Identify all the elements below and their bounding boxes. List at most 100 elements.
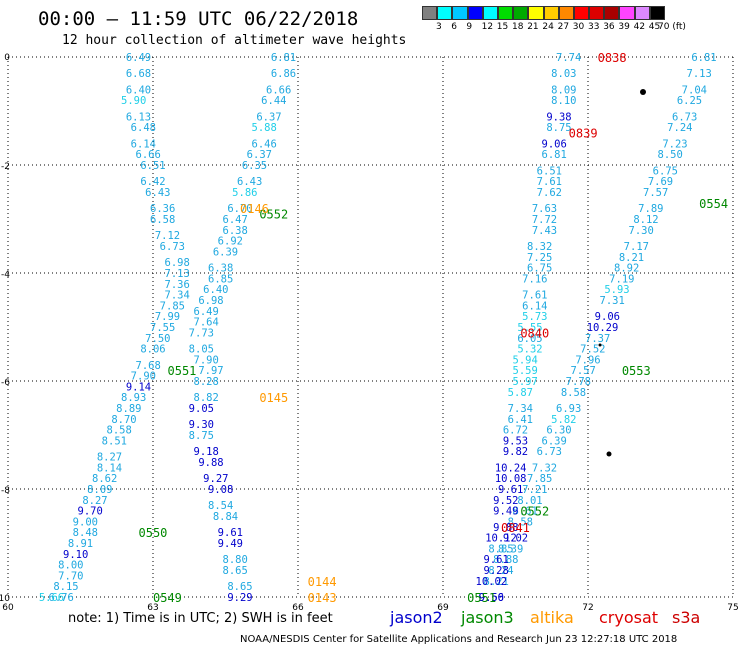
chart-title: 00:00 – 11:59 UTC 06/22/2018 xyxy=(38,8,359,30)
data-point-value: 7.61 xyxy=(522,290,547,302)
track-time-label: 0552 xyxy=(259,208,288,222)
data-point-value: 9.88 xyxy=(198,457,223,469)
data-point-value: 9.70 xyxy=(78,506,103,518)
track-time-label: 0553 xyxy=(622,364,651,378)
data-point-value: 8.51 xyxy=(102,435,127,447)
data-point-value: 9.56 xyxy=(479,592,504,604)
data-point-value: 5.32 xyxy=(517,344,542,356)
data-point-value: 9.29 xyxy=(227,592,252,604)
data-point-value: 9.14 xyxy=(126,381,151,393)
data-point-value: 7.55 xyxy=(150,322,175,334)
data-point-value: 8.03 xyxy=(551,68,576,80)
data-point-value: 8.09 xyxy=(87,484,112,496)
data-point-value: 7.32 xyxy=(532,462,557,474)
data-point-value: 8.70 xyxy=(111,414,136,426)
data-point-value: 9.05 xyxy=(189,403,214,415)
color-scale-cell xyxy=(619,6,635,20)
data-point-value: 8.21 xyxy=(619,252,644,264)
pass-time-label: 0146 xyxy=(240,202,269,216)
legend-entry-s3a: s3a xyxy=(672,608,701,627)
data-point-value: 6.75 xyxy=(653,165,678,177)
data-point-value: 8.15 xyxy=(53,581,78,593)
island-mark xyxy=(598,343,602,347)
data-point-value: 6.76 xyxy=(49,592,74,604)
data-point-value: 6.40 xyxy=(126,84,151,96)
data-point-value: 6.41 xyxy=(508,414,533,426)
pass-time-label: 0144 xyxy=(308,575,337,589)
data-point-value: 7.78 xyxy=(566,376,591,388)
data-point-value: 6.30 xyxy=(546,425,571,437)
data-point-value: 6.43 xyxy=(237,176,262,188)
data-point-value: 7.25 xyxy=(527,252,552,264)
data-point-value: 7.23 xyxy=(662,138,687,150)
color-scale-label: 6 xyxy=(451,22,457,32)
data-point-value: 7.37 xyxy=(585,333,610,345)
data-point-value: 7.16 xyxy=(522,273,547,285)
data-point-value: 8.09 xyxy=(551,84,576,96)
data-point-value: 7.12 xyxy=(155,230,180,242)
data-point-value: 6.51 xyxy=(140,160,165,172)
x-tick-label: 63 xyxy=(147,603,158,613)
pass-time-label: 0838 xyxy=(598,51,627,65)
data-point-value: 8.27 xyxy=(97,452,122,464)
y-tick-label: -8 xyxy=(1,486,10,496)
data-point-value: 8.05 xyxy=(189,344,214,356)
data-point-value: 9.38 xyxy=(546,111,571,123)
color-scale-label: 21 xyxy=(527,22,539,32)
data-point-value: 7.85 xyxy=(160,300,185,312)
data-point-value: 5.66 xyxy=(39,592,64,604)
data-point-value: 6.81 xyxy=(542,149,567,161)
pass-time-label: 0143 xyxy=(308,591,337,605)
data-point-value: 7.34 xyxy=(508,403,533,415)
data-point-value: 6.66 xyxy=(136,149,161,161)
data-point-value: 5.97 xyxy=(513,376,538,388)
data-point-value: 6.36 xyxy=(150,203,175,215)
island-mark xyxy=(606,451,612,457)
data-point-value: 8.28 xyxy=(194,376,219,388)
color-scale-label: 39 xyxy=(618,22,630,32)
data-point-value: 8.24 xyxy=(488,565,513,577)
data-point-value: 10.02 xyxy=(476,576,508,588)
data-point-value: 10.29 xyxy=(587,322,619,334)
data-point-value: 9.02 xyxy=(503,533,528,545)
data-point-value: 6.39 xyxy=(542,435,567,447)
data-point-value: 9.82 xyxy=(503,446,528,458)
color-scale-label: 33 xyxy=(588,22,600,32)
data-point-value: 9.10 xyxy=(63,549,88,561)
data-point-value: 7.99 xyxy=(155,311,180,323)
color-scale-label: 15 xyxy=(496,22,509,32)
data-point-value: 7.61 xyxy=(537,176,562,188)
data-point-value: 7.73 xyxy=(189,327,214,339)
data-point-value: 8.12 xyxy=(633,214,658,226)
data-point-value: 7.70 xyxy=(58,570,83,582)
data-point-value: 7.90 xyxy=(194,354,219,366)
data-point-value: 8.75 xyxy=(189,430,214,442)
data-point-value: 7.36 xyxy=(165,279,190,291)
data-point-value: 8.54 xyxy=(208,500,233,512)
data-point-value: 7.57 xyxy=(643,187,668,199)
data-point-value: 9.00 xyxy=(73,516,98,528)
data-point-value: 8.21 xyxy=(484,576,509,588)
color-scale-cell xyxy=(634,6,650,20)
data-point-value: 8.93 xyxy=(121,392,146,404)
data-point-value: 7.90 xyxy=(131,371,156,383)
data-point-value: 6.05 xyxy=(517,333,542,345)
data-point-value: 8.75 xyxy=(546,122,571,134)
data-point-value: 6.70 xyxy=(227,203,252,215)
data-point-value: 8.84 xyxy=(213,511,238,523)
data-point-value: 7.19 xyxy=(609,273,634,285)
data-point-value: 6.46 xyxy=(252,138,277,150)
pass-time-label: 0551 xyxy=(467,591,496,605)
data-point-value: 7.31 xyxy=(600,295,625,307)
data-point-value: 7.24 xyxy=(667,122,692,134)
data-point-value: 7.69 xyxy=(648,176,673,188)
data-point-value: 6.44 xyxy=(261,95,286,107)
y-tick-label: -6 xyxy=(1,378,10,388)
data-point-value: 9.27 xyxy=(203,473,228,485)
color-scale-cell xyxy=(589,6,605,20)
credit-text: NOAA/NESDIS Center for Satellite Applica… xyxy=(240,634,678,645)
data-point-value: 5.73 xyxy=(522,311,547,323)
data-point-value: 7.72 xyxy=(532,214,557,226)
x-tick-label: 66 xyxy=(292,603,304,613)
data-point-value: 5.82 xyxy=(551,414,576,426)
